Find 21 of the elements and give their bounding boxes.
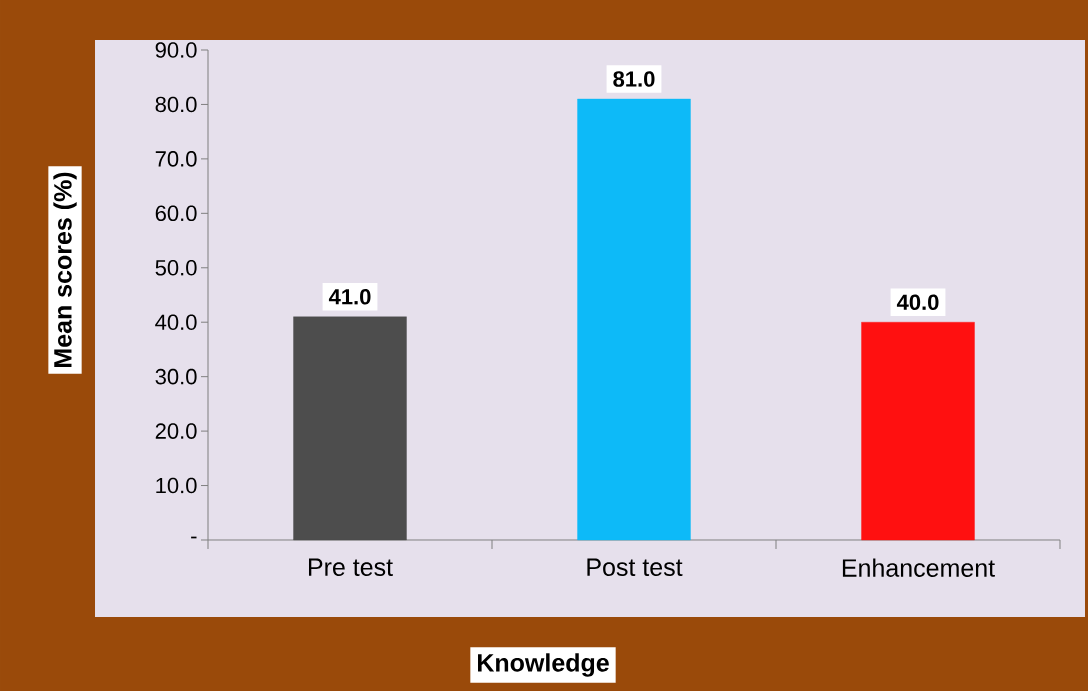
y-tick-label: 80.0 xyxy=(155,96,197,113)
y-tick-label: 50.0 xyxy=(155,259,197,276)
x-tick-label: Enhancement xyxy=(842,558,995,577)
y-axis-title: Mean scores (%) xyxy=(53,172,77,367)
data-label: 81.0 xyxy=(613,71,655,87)
bar xyxy=(577,98,691,541)
y-tick-label: 40.0 xyxy=(155,314,197,331)
y-tick-label: - xyxy=(191,536,197,539)
y-tick-label: 30.0 xyxy=(155,368,197,385)
bar xyxy=(861,322,975,541)
x-axis-title: Knowledge xyxy=(478,653,609,677)
data-label: 40.0 xyxy=(896,294,939,311)
x-tick-label: Post test xyxy=(587,558,683,576)
y-tick-label: 10.0 xyxy=(156,477,197,494)
y-tick-label: 90.0 xyxy=(155,42,197,58)
y-tick-label: 60.0 xyxy=(155,205,197,222)
bar xyxy=(293,316,407,541)
x-tick-label: Pre test xyxy=(308,558,393,576)
data-label: 41.0 xyxy=(328,288,371,305)
y-tick-label: 70.0 xyxy=(155,151,197,167)
y-tick-label: 20.0 xyxy=(155,423,197,439)
